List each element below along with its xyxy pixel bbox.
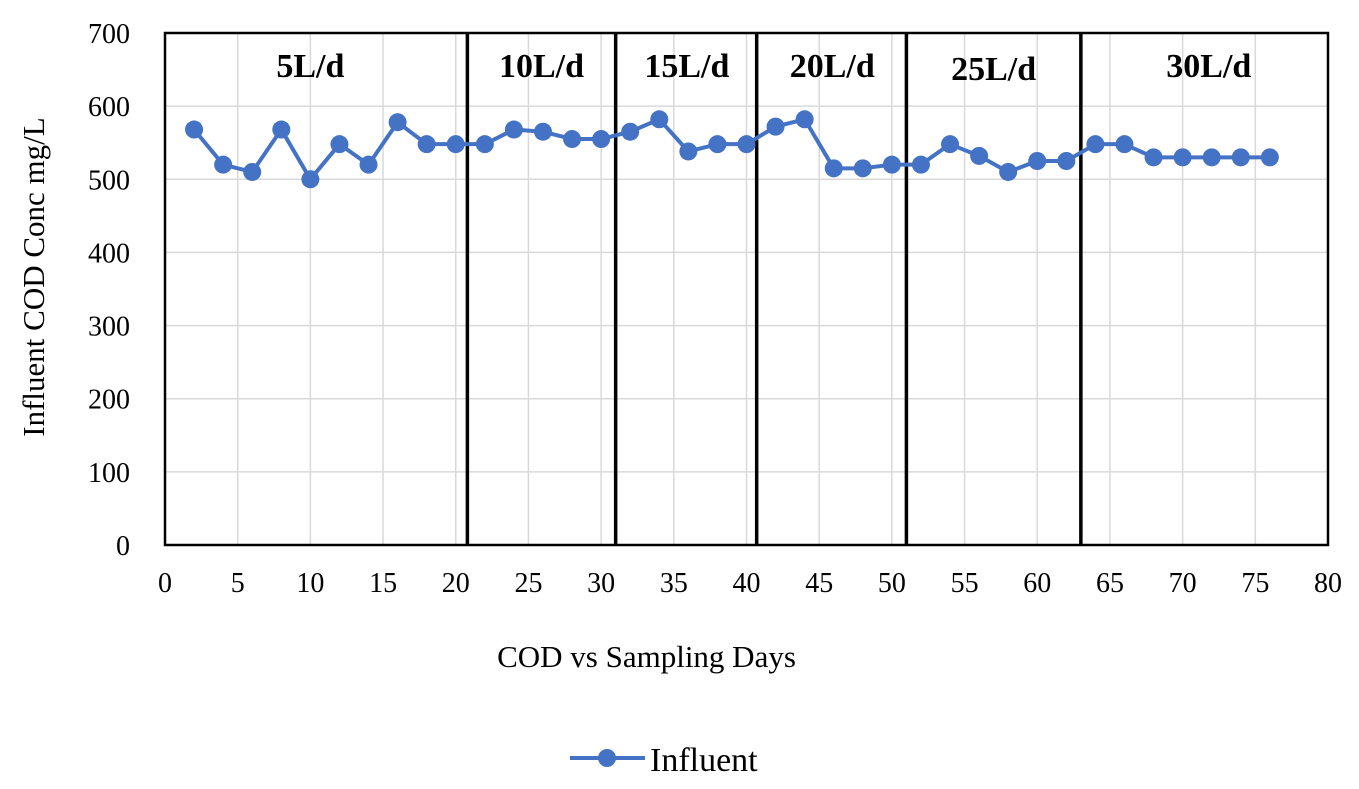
x-tick-label: 70 xyxy=(1169,568,1197,599)
x-tick-label: 15 xyxy=(369,568,397,599)
data-point-marker xyxy=(1144,148,1163,167)
data-point-marker xyxy=(330,135,349,154)
data-point-marker xyxy=(1057,152,1076,170)
x-tick-label: 60 xyxy=(1023,568,1051,599)
data-point-marker xyxy=(1231,148,1250,167)
phase-labels: 5L/d 10L/d 15L/d 20L/d 25L/d 30L/d xyxy=(276,48,1251,88)
x-tick-label: 55 xyxy=(951,568,979,599)
data-point-marker xyxy=(533,122,552,141)
phase-label: 30L/d xyxy=(1166,48,1251,85)
data-point-marker xyxy=(941,135,960,154)
data-point-marker xyxy=(679,142,698,161)
data-point-marker xyxy=(592,130,611,149)
legend: Influent xyxy=(570,742,758,779)
data-point-marker xyxy=(417,135,436,154)
phase-label: 5L/d xyxy=(276,48,344,85)
data-point-marker xyxy=(882,155,901,174)
data-point-marker xyxy=(185,120,204,139)
y-tick-label: 300 xyxy=(88,312,130,343)
x-tick-label: 75 xyxy=(1241,568,1269,599)
data-point-marker xyxy=(737,135,756,154)
data-point-marker xyxy=(999,162,1018,181)
data-point-marker xyxy=(911,155,930,174)
y-tick-label: 600 xyxy=(88,92,130,123)
phase-label: 20L/d xyxy=(790,48,875,85)
y-tick-label: 100 xyxy=(88,458,130,489)
y-tick-label: 700 xyxy=(88,19,130,50)
data-point-marker xyxy=(563,130,582,149)
data-point-marker xyxy=(1202,148,1221,167)
x-tick-label: 20 xyxy=(442,568,470,599)
legend-label: Influent xyxy=(650,742,758,779)
x-tick-label: 80 xyxy=(1314,568,1342,599)
data-point-marker xyxy=(621,122,640,141)
data-point-marker xyxy=(1028,152,1047,170)
y-axis-title: Influent COD Conc mg/L xyxy=(16,117,51,436)
data-point-marker xyxy=(301,170,320,189)
data-point-marker xyxy=(766,117,785,136)
data-point-marker xyxy=(272,120,291,139)
data-point-marker xyxy=(214,155,233,174)
y-tick-label: 200 xyxy=(88,385,130,416)
plot-area-border xyxy=(163,31,1330,547)
x-axis-title: COD vs Sampling Days xyxy=(497,639,796,674)
data-point-marker xyxy=(446,135,465,154)
phase-label: 25L/d xyxy=(951,51,1036,88)
x-tick-label: 65 xyxy=(1096,568,1124,599)
data-point-marker xyxy=(824,159,843,178)
x-axis-ticks: 0 5 10 15 20 25 30 35 40 45 50 55 60 65 70 75 80 xyxy=(158,568,1342,599)
data-point-marker xyxy=(388,113,407,132)
phase-label: 10L/d xyxy=(499,48,584,85)
gridlines xyxy=(164,32,1329,546)
data-point-marker xyxy=(475,135,494,154)
x-tick-label: 40 xyxy=(733,568,761,599)
data-point-marker xyxy=(359,155,378,174)
phase-label: 15L/d xyxy=(644,48,729,85)
data-point-marker xyxy=(504,120,523,139)
data-point-marker xyxy=(243,162,262,181)
y-axis-ticks: 0 100 200 300 400 500 600 700 xyxy=(88,19,130,562)
y-tick-label: 500 xyxy=(88,165,130,196)
x-tick-label: 0 xyxy=(158,568,172,599)
x-tick-label: 10 xyxy=(296,568,324,599)
x-tick-label: 35 xyxy=(660,568,688,599)
data-point-marker xyxy=(650,110,669,129)
x-tick-label: 30 xyxy=(587,568,615,599)
y-tick-label: 400 xyxy=(88,238,130,269)
data-point-marker xyxy=(795,110,814,129)
data-point-marker xyxy=(708,135,727,154)
data-point-marker xyxy=(1086,135,1105,154)
data-point-marker xyxy=(970,146,989,165)
y-tick-label: 0 xyxy=(116,531,130,562)
data-point-marker xyxy=(853,159,872,178)
series-influent xyxy=(185,110,1279,189)
phase-dividers xyxy=(465,33,1083,545)
data-point-marker xyxy=(1260,148,1279,167)
series-line xyxy=(192,117,1270,182)
x-tick-label: 5 xyxy=(231,568,245,599)
data-point-marker xyxy=(1173,148,1192,167)
x-tick-label: 50 xyxy=(878,568,906,599)
data-point-marker xyxy=(1115,135,1134,154)
legend-marker-circle xyxy=(598,749,616,767)
x-tick-label: 25 xyxy=(514,568,542,599)
x-tick-label: 45 xyxy=(805,568,833,599)
